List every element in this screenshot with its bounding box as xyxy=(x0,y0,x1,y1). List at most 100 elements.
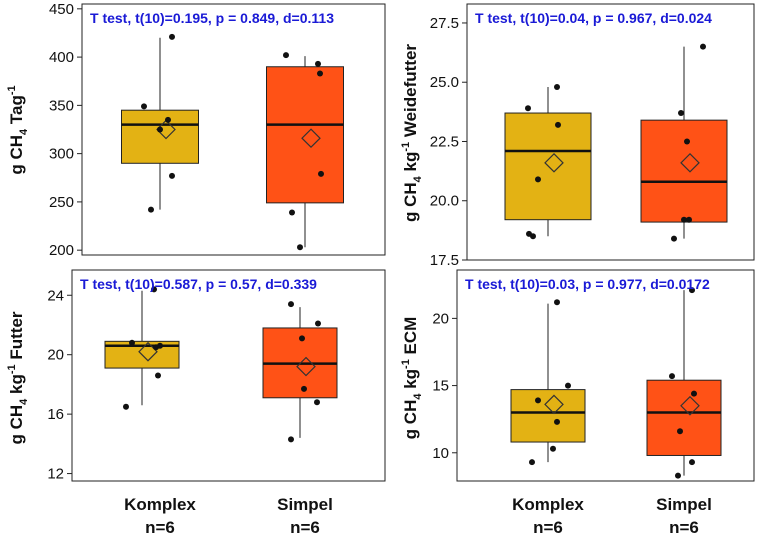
data-point xyxy=(318,170,324,177)
data-point xyxy=(148,206,154,213)
t-test-annotation: T test, t(10)=0.03, p = 0.977, d=0.0172 xyxy=(465,276,710,292)
data-point xyxy=(123,403,129,410)
data-point xyxy=(678,110,684,117)
data-point xyxy=(314,399,320,406)
y-tick-label: 27.5 xyxy=(430,15,459,32)
data-point xyxy=(157,126,163,133)
data-point xyxy=(686,216,692,223)
data-point xyxy=(689,459,695,466)
box-iqr xyxy=(121,109,199,164)
data-point xyxy=(169,172,175,179)
box-marks xyxy=(504,43,728,242)
y-tick-label: 450 xyxy=(49,1,74,18)
data-point xyxy=(555,121,561,128)
x-category-count: n=6 xyxy=(669,518,699,537)
y-axis-ticks: 17.5 20.0 22.5 25.0 27.5 xyxy=(430,15,467,269)
data-point xyxy=(283,52,289,59)
box-iqr xyxy=(640,119,728,223)
data-point xyxy=(289,209,295,216)
data-point xyxy=(684,138,690,145)
y-tick-label: 24 xyxy=(47,287,64,304)
x-category-label: Komplex xyxy=(124,495,196,514)
data-point xyxy=(689,287,695,294)
data-point xyxy=(315,60,321,67)
data-point xyxy=(151,286,157,293)
y-tick-label: 10 xyxy=(432,445,449,462)
data-point xyxy=(535,176,541,183)
t-test-annotation: T test, t(10)=0.04, p = 0.967, d=0.024 xyxy=(475,10,712,26)
panel-ch4-per-kg-weidefutter: g CH4 kg-1 Weidefutter 17.5 20.0 22.5 25.0 2… xyxy=(400,3,755,269)
data-point xyxy=(157,342,163,349)
data-point xyxy=(315,320,321,327)
y-axis-label: g CH4 Tag-1 xyxy=(6,85,30,174)
data-point xyxy=(554,418,560,425)
data-point xyxy=(165,116,171,123)
annotation-clip: T test, t(10)=0.195, p = 0.849, d=0.113 xyxy=(90,10,334,26)
x-category-label: Komplex xyxy=(512,495,584,514)
data-point xyxy=(691,390,697,397)
mean-marker xyxy=(301,128,321,149)
t-test-annotation: T test, t(10)=0.195, p = 0.849, d=0.113 xyxy=(90,10,334,26)
y-tick-label: 350 xyxy=(49,97,74,114)
data-point xyxy=(554,83,560,90)
data-point xyxy=(677,428,683,435)
y-tick-label: 22.5 xyxy=(430,133,459,150)
data-point xyxy=(565,382,571,389)
panel-ch4-per-kg-ecm: g CH4 kg-1 ECM 10 15 20 T test, t(10)=0.03… xyxy=(400,269,755,482)
x-category-count: n=6 xyxy=(145,518,175,537)
data-point xyxy=(299,335,305,342)
data-point xyxy=(700,43,706,50)
box-marks xyxy=(510,287,722,479)
data-point xyxy=(529,459,535,466)
t-test-annotation: T test, t(10)=0.587, p = 0.57, d=0.339 xyxy=(80,276,317,292)
y-tick-label: 20.0 xyxy=(430,193,459,210)
y-axis-ticks: 10 15 20 xyxy=(432,310,457,462)
annotation-clip: T test, t(10)=0.04, p = 0.967, d=0.024 xyxy=(475,10,712,26)
data-point xyxy=(288,301,294,308)
data-point xyxy=(671,235,677,242)
plot-frame xyxy=(71,269,386,482)
x-category-count: n=6 xyxy=(290,518,320,537)
panel-ch4-per-kg-futter: g CH4 kg-1 Futter 12 16 20 24 T test, t(10)… xyxy=(6,269,386,483)
y-tick-label: 250 xyxy=(49,194,74,211)
y-tick-label: 12 xyxy=(47,466,64,483)
x-category-labels-left: Komplex n=6 Simpel n=6 xyxy=(124,495,333,537)
data-point xyxy=(129,339,135,346)
y-tick-label: 15 xyxy=(432,378,449,395)
box-marks xyxy=(104,286,338,443)
x-category-label: Simpel xyxy=(277,495,333,514)
y-axis-ticks: 12 16 20 24 xyxy=(47,287,72,483)
annotation-clip: T test, t(10)=0.03, p = 0.977, d=0.0172 xyxy=(465,276,710,292)
data-point xyxy=(681,216,687,223)
box-marks xyxy=(121,33,344,251)
mean-marker xyxy=(296,356,316,377)
mean-marker xyxy=(544,152,564,173)
data-point xyxy=(675,472,681,479)
y-tick-label: 400 xyxy=(49,49,74,66)
y-axis-label: g CH4 kg-1 Futter xyxy=(6,311,30,444)
data-point xyxy=(141,103,147,110)
y-tick-label: 17.5 xyxy=(430,252,459,269)
y-axis-label: g CH4 kg-1 Weidefutter xyxy=(400,44,424,222)
y-tick-label: 20 xyxy=(47,347,64,364)
y-tick-label: 300 xyxy=(49,146,74,163)
y-axis-label: g CH4 kg-1 ECM xyxy=(400,317,424,440)
x-category-label: Simpel xyxy=(656,495,712,514)
box-iqr xyxy=(646,379,722,456)
data-point xyxy=(288,436,294,443)
y-tick-label: 20 xyxy=(432,310,449,327)
data-point xyxy=(535,397,541,404)
x-category-labels-right: Komplex n=6 Simpel n=6 xyxy=(512,495,712,537)
data-point xyxy=(169,33,175,40)
y-tick-label: 200 xyxy=(49,242,74,259)
data-point xyxy=(526,230,532,237)
data-point xyxy=(550,445,556,452)
panel-ch4-per-day: g CH4 Tag-1 200 250 300 350 400 450 T test, t… xyxy=(6,1,386,259)
y-axis-ticks: 200 250 300 350 400 450 xyxy=(49,1,82,259)
box-iqr xyxy=(510,389,586,443)
x-category-count: n=6 xyxy=(533,518,563,537)
data-point xyxy=(155,372,161,379)
data-point xyxy=(301,385,307,392)
mean-marker xyxy=(680,152,700,173)
